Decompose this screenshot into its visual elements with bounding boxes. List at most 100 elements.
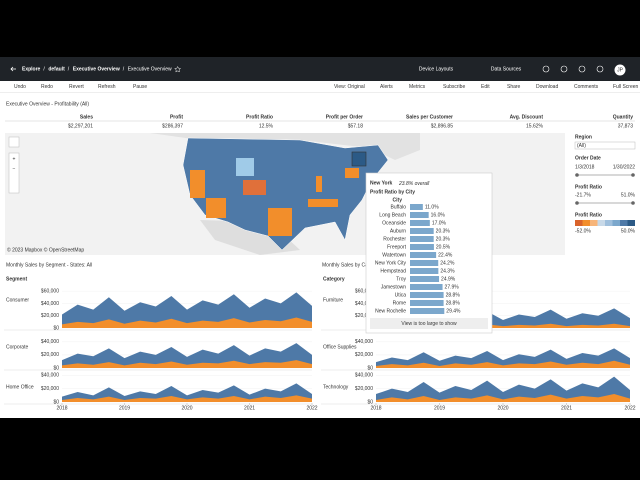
toolbar-button[interactable]: Full Screen	[613, 84, 639, 90]
kpi-label: Sales per Customer	[406, 114, 453, 120]
value-label: 17.0%	[432, 220, 447, 226]
bar	[410, 308, 445, 314]
state-orange	[268, 208, 292, 236]
header-icon[interactable]	[596, 65, 604, 73]
bar	[410, 220, 430, 226]
state-orange	[190, 170, 205, 198]
filter-value: 50.0%	[621, 228, 636, 234]
breadcrumb[interactable]: Executive Overview	[73, 66, 120, 72]
bar	[410, 276, 440, 282]
filter-value[interactable]: (All)	[577, 143, 586, 149]
x-tick-label: 2022	[306, 405, 317, 411]
tooltip-state: New York	[370, 180, 393, 186]
toolbar-button[interactable]: Share	[507, 84, 521, 90]
color-legend	[575, 220, 635, 226]
breadcrumb[interactable]: Executive Overview	[128, 66, 172, 72]
filter-value: -21.7%	[575, 192, 591, 198]
y-tick-label: $60,000	[41, 288, 59, 294]
zoom-out[interactable]: −	[13, 166, 16, 172]
map-search[interactable]	[8, 136, 20, 148]
area	[376, 394, 630, 402]
area	[376, 360, 630, 368]
slider-handle[interactable]	[631, 201, 635, 205]
toolbar-button[interactable]: Subscribe	[443, 84, 465, 90]
kpi-value: $57.18	[348, 123, 364, 129]
value-label: 27.9%	[445, 284, 460, 290]
header-button[interactable]: Data Sources	[491, 66, 522, 72]
toolbar-button[interactable]: Metrics	[409, 84, 426, 90]
y-tick-label: $40,000	[355, 373, 373, 379]
filter-value: -52.0%	[575, 228, 591, 234]
legend-swatch	[597, 220, 605, 226]
area	[62, 360, 312, 368]
dashboard-title: Executive Overview - Profitability (All)	[6, 101, 89, 107]
kpi-value: 15.62%	[526, 123, 544, 129]
back-icon[interactable]	[10, 66, 16, 72]
content: Explore / default / Executive Overview / Execu…	[4, 64, 639, 411]
value-label: 29.4%	[446, 308, 461, 314]
header-icon[interactable]	[560, 65, 568, 73]
y-tick-label: $40,000	[41, 301, 59, 307]
chart-title: Monthly Sales by Segment - States: All	[6, 262, 92, 268]
slider-handle[interactable]	[631, 173, 635, 177]
y-tick-label: $0	[367, 399, 373, 405]
kpi-value: $286,397	[162, 123, 183, 129]
area	[62, 317, 312, 328]
y-tick-label: $20,000	[355, 386, 373, 392]
slider-handle[interactable]	[575, 201, 579, 205]
toolbar-button[interactable]: Pause	[133, 84, 147, 90]
city-label: Troy	[396, 276, 406, 282]
header-icon[interactable]	[578, 65, 586, 73]
legend-swatch	[590, 220, 598, 226]
toolbar-button[interactable]: Alerts	[380, 84, 393, 90]
breadcrumb[interactable]: default	[48, 66, 65, 72]
slider-handle[interactable]	[575, 173, 579, 177]
area	[62, 343, 312, 368]
area	[376, 348, 630, 368]
header-button[interactable]: Device Layouts	[419, 66, 454, 72]
region-dropdown[interactable]	[574, 141, 636, 150]
y-tick-label: $60,000	[355, 288, 373, 294]
breadcrumb[interactable]: Explore	[22, 66, 41, 72]
tooltip-subtitle: Profit Ratio by City	[370, 189, 415, 195]
toolbar-button[interactable]: Refresh	[98, 84, 116, 90]
tooltip-button[interactable]	[370, 318, 488, 329]
panel-header: Category	[323, 276, 345, 282]
panel-header: Segment	[6, 276, 27, 282]
city-label: Jamestown	[381, 284, 407, 290]
city-label: New York City	[375, 260, 407, 266]
y-tick-label: $20,000	[41, 313, 59, 319]
city-label: Utica	[395, 292, 407, 298]
kpi-label: Avg. Discount	[510, 114, 544, 120]
favorite-icon[interactable]	[174, 65, 182, 73]
city-label: Buffalo	[391, 204, 407, 210]
state-light	[236, 158, 254, 176]
legend-swatch	[620, 220, 628, 226]
toolbar-button[interactable]: Revert	[69, 84, 84, 90]
x-tick-label: 2019	[119, 405, 130, 411]
separator: /	[43, 66, 45, 72]
x-tick-label: 2018	[56, 405, 67, 411]
header-icon[interactable]	[542, 65, 550, 73]
toolbar-button[interactable]: Undo	[14, 84, 26, 90]
zoom-in[interactable]: +	[13, 156, 16, 162]
toolbar-button[interactable]: Comments	[574, 84, 599, 90]
bar	[410, 268, 439, 274]
avatar[interactable]	[614, 64, 626, 76]
state-selected[interactable]	[351, 151, 367, 167]
toolbar-button[interactable]: Redo	[41, 84, 53, 90]
toolbar-button[interactable]: Download	[536, 84, 558, 90]
value-label: 24.3%	[440, 268, 455, 274]
bar	[410, 292, 444, 298]
toolbar-button[interactable]: View: Original	[334, 84, 365, 90]
city-label: Rome	[393, 300, 407, 306]
kpi-value: 12.5%	[259, 123, 274, 129]
value-label: 20.3%	[436, 236, 451, 242]
filter-label: Profit Ratio	[575, 184, 602, 190]
tooltip-header: City	[393, 197, 403, 203]
kpi-value: $2,297,201	[68, 123, 93, 129]
x-tick-label: 2020	[497, 405, 508, 411]
tooltip-button-label[interactable]: View is too large to show	[401, 321, 457, 327]
toolbar-button[interactable]: Edit	[481, 84, 490, 90]
map-controls[interactable]	[8, 152, 20, 194]
